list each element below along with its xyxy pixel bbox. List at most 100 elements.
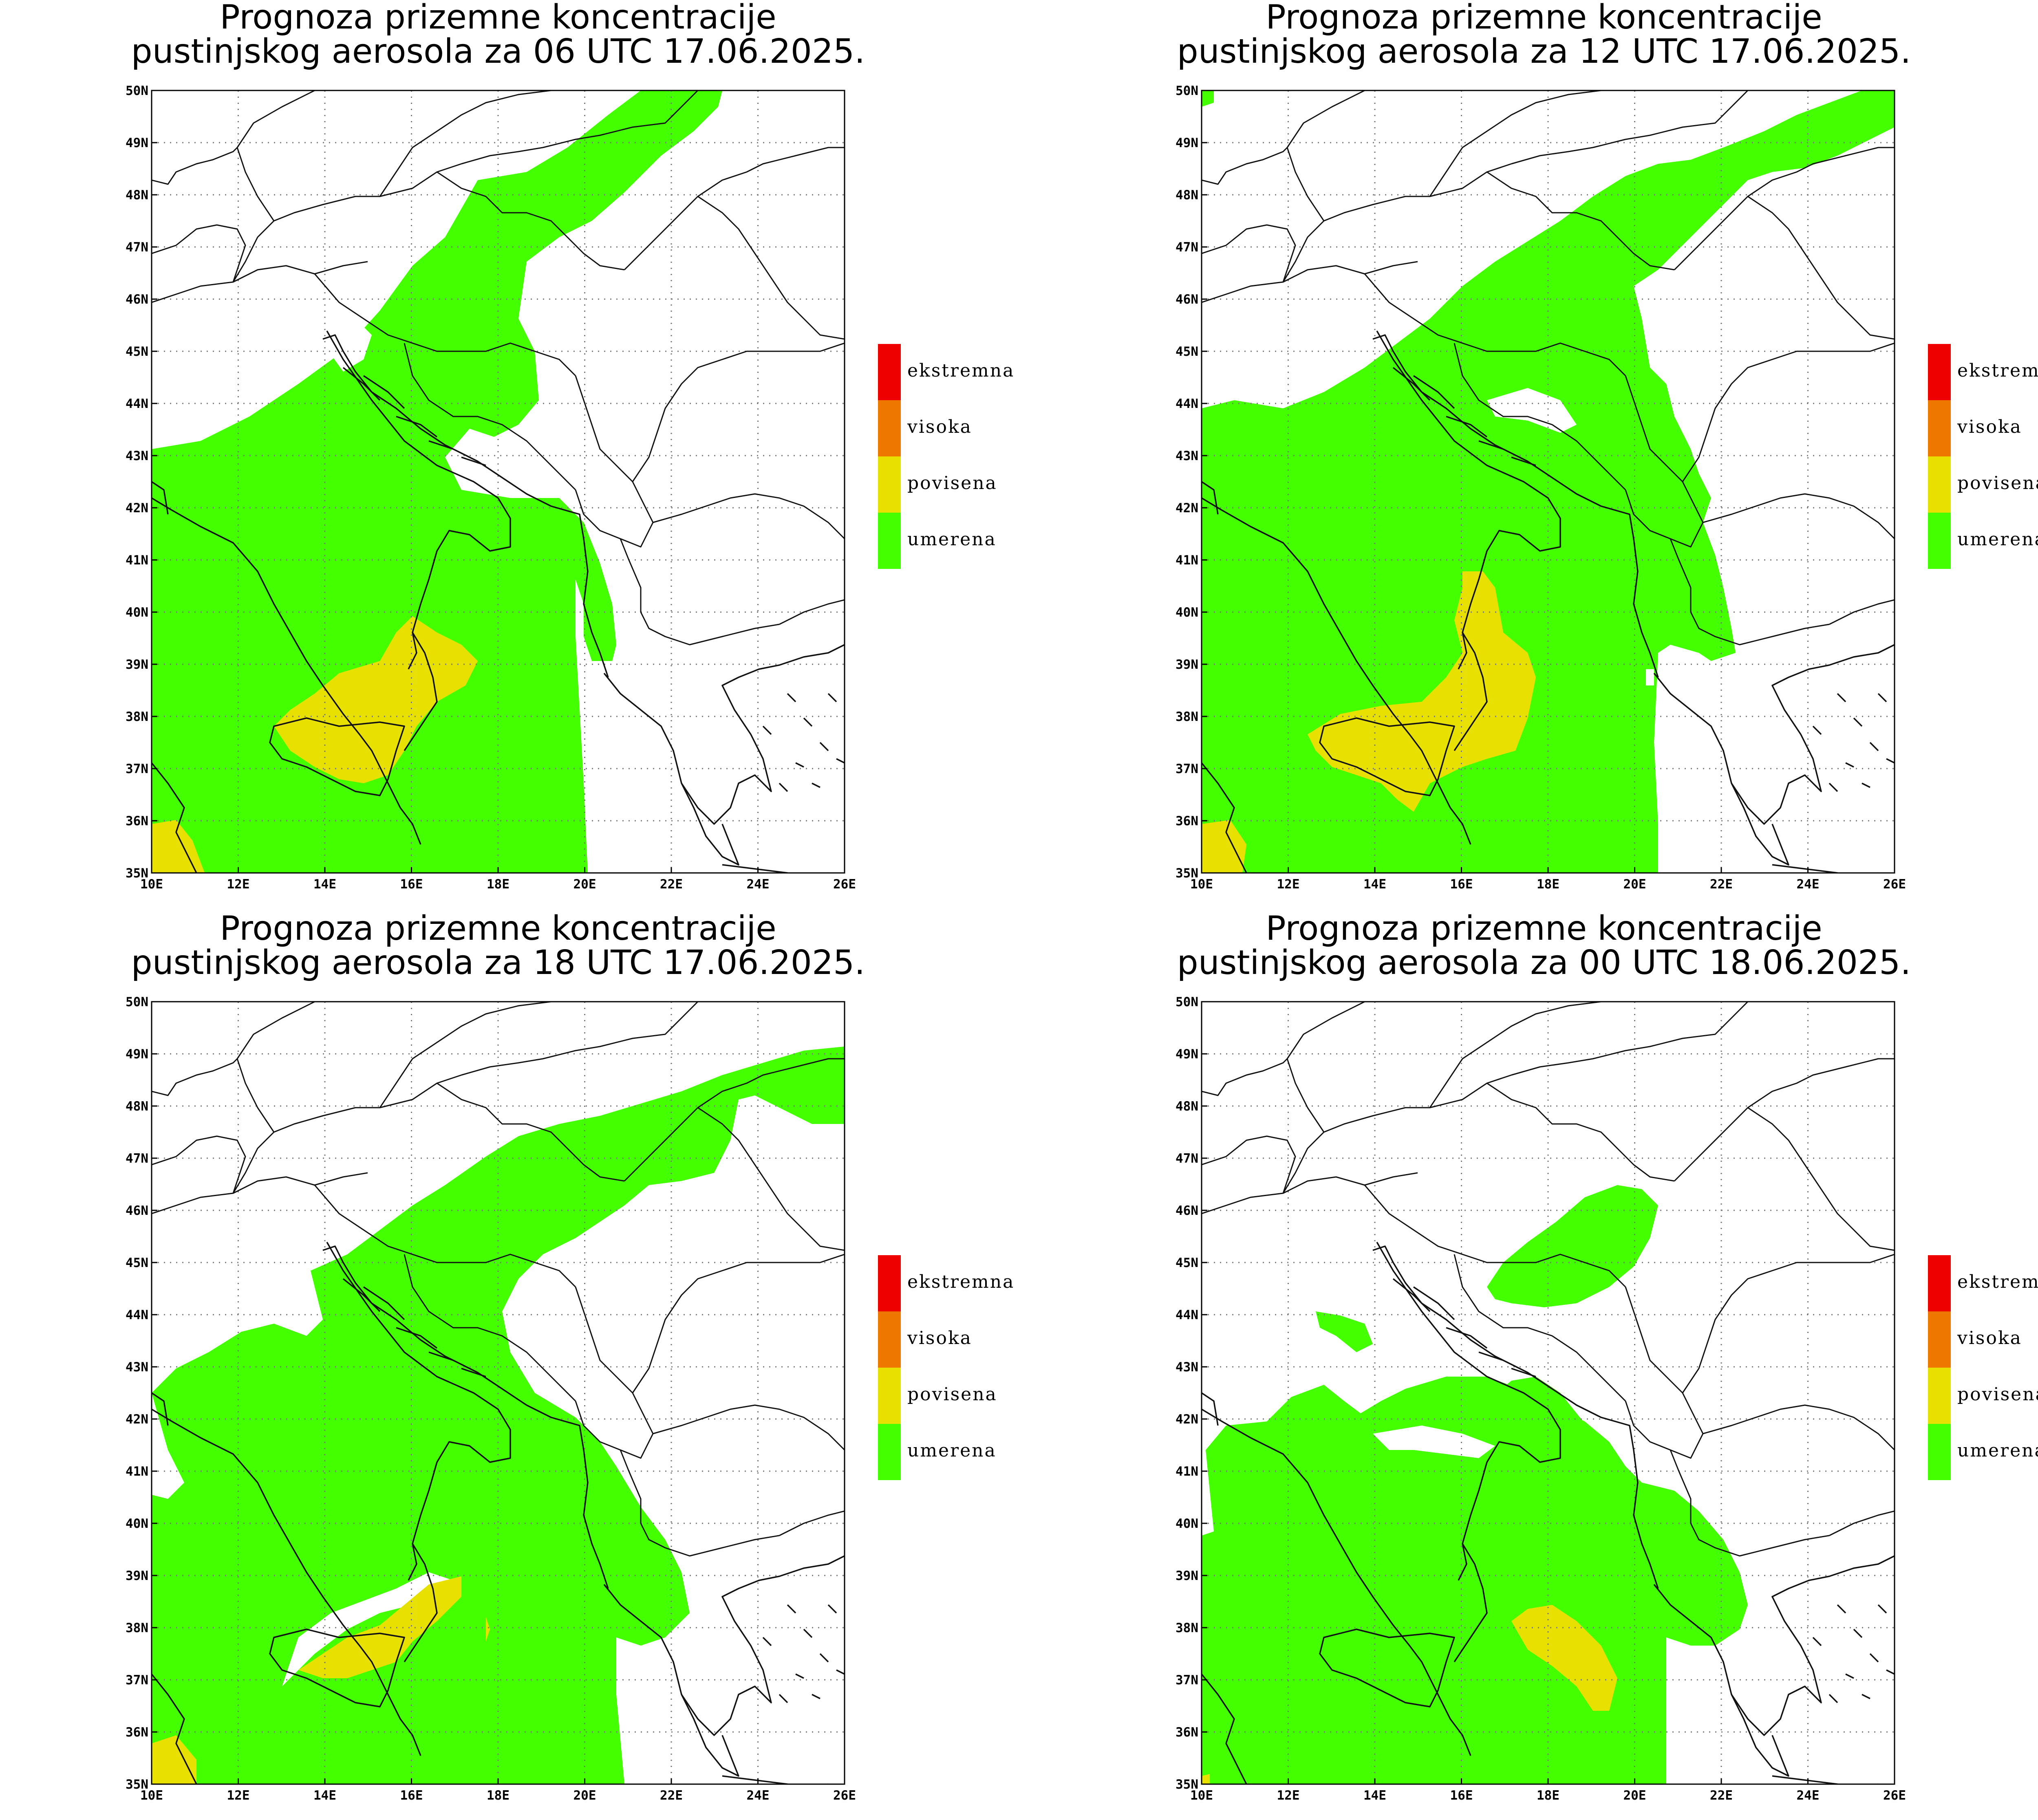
panel-titles: Prognoza prizemne koncentracijepustinjsk…: [131, 0, 1911, 982]
aerosol-area: [1646, 669, 1654, 685]
legend-swatch: [878, 344, 901, 400]
lat-tick-label: 49N: [1176, 136, 1198, 150]
aerosol-area: [1202, 1774, 1210, 1784]
panel-title-line2: pustinjskog aerosola za 12 UTC 17.06.202…: [1177, 32, 1911, 71]
legend-swatch: [1928, 1255, 1951, 1311]
lat-tick-label: 35N: [126, 1777, 148, 1792]
lat-tick-label: 37N: [1176, 1673, 1198, 1688]
lat-tick-label: 35N: [126, 866, 148, 881]
lat-tick-label: 49N: [126, 1047, 148, 1062]
legend-swatch: [878, 456, 901, 513]
panel-title-line1: Prognoza prizemne koncentracije: [1266, 0, 1822, 37]
lon-tick-label: 12E: [1277, 877, 1300, 892]
legend: ekstremna visoka povisena umerena: [1928, 1255, 2038, 1480]
lon-tick-label: 22E: [1710, 1788, 1733, 1803]
lon-tick-label: 18E: [487, 1788, 510, 1803]
legend-swatch: [1928, 456, 1951, 513]
lat-tick-label: 36N: [1176, 814, 1198, 828]
lat-tick-label: 46N: [1176, 1203, 1198, 1218]
legend-swatch: [1928, 1424, 1951, 1480]
lon-tick-label: 14E: [1363, 1788, 1386, 1803]
lon-tick-label: 10E: [140, 877, 163, 892]
lat-tick-label: 35N: [1176, 866, 1198, 881]
lat-tick-label: 49N: [1176, 1047, 1198, 1062]
aerosol-area: [1316, 1311, 1373, 1352]
legend-label: povisena: [1957, 1384, 2038, 1405]
aerosol-area: [323, 319, 372, 372]
lat-tick-label: 43N: [1176, 449, 1198, 463]
lon-tick-label: 14E: [313, 877, 336, 892]
lat-tick-label: 42N: [126, 501, 148, 516]
lat-tick-label: 45N: [126, 344, 148, 359]
lon-tick-label: 26E: [833, 877, 856, 892]
legend: ekstremna visoka povisena umerena: [1928, 344, 2038, 569]
map-area: [1202, 90, 1895, 873]
lon-tick-label: 22E: [660, 1788, 683, 1803]
legend-label: ekstremna: [907, 360, 1015, 381]
legends: ekstremna visoka povisena umerena ekstremna v…: [878, 344, 2038, 1480]
aerosol-area: [486, 1617, 490, 1642]
graticule: [152, 1002, 845, 1784]
lat-tick-label: 47N: [126, 240, 148, 255]
lat-tick-label: 37N: [126, 1673, 148, 1688]
legend-swatch: [1928, 1311, 1951, 1368]
map-area: [152, 1002, 845, 1784]
legend-label: umerena: [907, 1440, 997, 1461]
lon-tick-label: 10E: [1190, 1788, 1213, 1803]
lon-tick-label: 10E: [1190, 877, 1213, 892]
panel-title-line2: pustinjskog aerosola za 06 UTC 17.06.202…: [131, 32, 865, 71]
panel-title-line2: pustinjskog aerosola za 00 UTC 18.06.202…: [1177, 943, 1911, 982]
legend-swatch: [878, 513, 901, 569]
lon-tick-label: 14E: [1363, 877, 1386, 892]
lat-tick-label: 36N: [126, 814, 148, 828]
lon-tick-label: 26E: [833, 1788, 856, 1803]
aerosol-area: [152, 820, 205, 873]
lon-tick-label: 26E: [1883, 1788, 1906, 1803]
lon-tick-label: 24E: [1797, 877, 1820, 892]
legend-label: ekstremna: [1957, 1271, 2038, 1292]
lon-tick-label: 24E: [747, 1788, 770, 1803]
legend-label: ekstremna: [1957, 360, 2038, 381]
lat-tick-label: 42N: [1176, 1412, 1198, 1427]
lat-tick-label: 47N: [126, 1151, 148, 1166]
aerosol-area: [1202, 820, 1246, 873]
lon-tick-label: 20E: [1623, 1788, 1646, 1803]
graticule: [1202, 1002, 1895, 1784]
lat-tick-label: 46N: [126, 1203, 148, 1218]
lat-tick-label: 41N: [126, 1464, 148, 1479]
lat-tick-label: 47N: [1176, 240, 1198, 255]
legend-swatch: [878, 1255, 901, 1311]
legend-swatch: [1928, 400, 1951, 456]
lon-tick-label: 22E: [1710, 877, 1733, 892]
lat-tick-label: 44N: [126, 397, 148, 411]
lon-tick-label: 12E: [227, 877, 250, 892]
lat-tick-label: 36N: [126, 1725, 148, 1740]
map-panel-4: 10E 12E 14E 16E 18E 20E 22E 24E 26E 35N 36N 37N 38N 3…: [1176, 995, 1906, 1803]
lat-tick-label: 48N: [1176, 1099, 1198, 1114]
lat-tick-label: 41N: [1176, 553, 1198, 568]
lat-tick-label: 44N: [1176, 1308, 1198, 1322]
panel-title-line2: pustinjskog aerosola za 18 UTC 17.06.202…: [131, 943, 865, 982]
lat-tick-label: 45N: [1176, 344, 1198, 359]
aerosol-area: [1202, 90, 1214, 107]
legend-swatch: [878, 1368, 901, 1424]
lat-tick-label: 50N: [126, 995, 148, 1009]
lon-tick-label: 26E: [1883, 877, 1906, 892]
lat-tick-label: 46N: [1176, 292, 1198, 307]
map-panel-3: 10E 12E 14E 16E 18E 20E 22E 24E 26E 35N 36N 37N 38N 3…: [126, 995, 856, 1803]
lon-tick-label: 18E: [487, 877, 510, 892]
lon-tick-label: 20E: [573, 1788, 596, 1803]
legend-label: ekstremna: [907, 1271, 1015, 1292]
legend-label: visoka: [907, 416, 972, 437]
legend-swatch: [1928, 1368, 1951, 1424]
lon-tick-label: 16E: [400, 1788, 423, 1803]
lat-tick-label: 39N: [126, 657, 148, 672]
legend-label: visoka: [1957, 416, 2022, 437]
legend-swatch: [1928, 344, 1951, 400]
forecast-panels: 10E 12E 14E 16E 18E 20E 22E 24E 26E 35N 36N 37N 38N 3…: [126, 84, 1906, 1803]
lon-tick-label: 12E: [1277, 1788, 1300, 1803]
lat-tick-label: 46N: [126, 292, 148, 307]
lat-tick-label: 42N: [1176, 501, 1198, 516]
legend: ekstremna visoka povisena umerena: [878, 1255, 1015, 1480]
lat-tick-label: 48N: [1176, 188, 1198, 203]
